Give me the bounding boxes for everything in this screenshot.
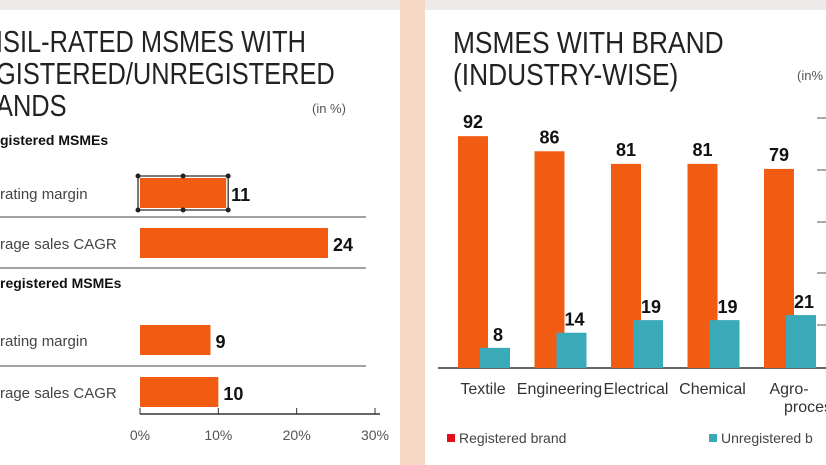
unregistered-bar xyxy=(633,320,663,368)
unregistered-value-label: 14 xyxy=(564,310,584,330)
bar xyxy=(140,228,328,258)
x-tick-label: 10% xyxy=(204,427,232,443)
right-unit-label: (in% xyxy=(797,68,823,83)
bar-label: rage sales CAGR xyxy=(0,385,117,402)
bar xyxy=(140,178,227,208)
bar xyxy=(140,325,211,355)
left-title-line-2: GISTERED/UNREGISTERED xyxy=(0,57,335,92)
left-unit-label: (in %) xyxy=(312,101,346,116)
unregistered-value-label: 19 xyxy=(641,297,661,317)
category-label: Engineering xyxy=(517,381,602,398)
registered-value-label: 81 xyxy=(692,140,712,160)
unregistered-bar xyxy=(786,315,816,368)
legend-swatch-unregistered xyxy=(709,434,717,442)
registered-value-label: 81 xyxy=(616,140,636,160)
unregistered-value-label: 19 xyxy=(717,297,737,317)
left-chart: ISIL-RATED MSMES WITH GISTERED/UNREGISTE… xyxy=(0,25,389,443)
category-label: Chemical xyxy=(679,381,746,398)
right-chart-panel: MSMES WITH BRAND (INDUSTRY-WISE) (in% 92… xyxy=(425,10,826,465)
selection-handle xyxy=(180,207,186,213)
bar-label: rating margin xyxy=(0,186,88,203)
bar-value-label: 10 xyxy=(223,384,243,404)
bar-label: rating margin xyxy=(0,333,88,350)
unregistered-bar xyxy=(709,320,740,368)
category-label: Electrical xyxy=(604,381,669,398)
registered-value-label: 92 xyxy=(463,112,483,132)
left-title-line-3: ANDS xyxy=(0,89,67,124)
category-label: Agro- xyxy=(769,381,808,398)
selection-handle xyxy=(180,173,186,179)
panel-separator xyxy=(400,0,425,465)
unregistered-bar xyxy=(556,332,587,368)
registered-bar xyxy=(458,136,488,368)
bar-value-label: 11 xyxy=(231,185,250,205)
right-title-line-1: MSMES WITH BRAND xyxy=(453,26,724,60)
section-label: gistered MSMEs xyxy=(0,132,108,148)
x-tick-label: 20% xyxy=(283,427,311,443)
right-title-line-2: (INDUSTRY-WISE) xyxy=(453,58,678,92)
selection-handle xyxy=(135,173,141,179)
legend-swatch-registered xyxy=(447,434,455,442)
left-chart-panel: ISIL-RATED MSMES WITH GISTERED/UNREGISTE… xyxy=(0,10,400,465)
registered-value-label: 79 xyxy=(769,145,789,165)
registered-bar xyxy=(534,151,565,368)
category-label-line-2: proces xyxy=(784,399,826,416)
bar-label: rage sales CAGR xyxy=(0,236,117,253)
unregistered-value-label: 8 xyxy=(493,325,503,345)
x-tick-label: 30% xyxy=(361,427,389,443)
selection-handle xyxy=(225,207,231,213)
bar xyxy=(140,377,219,407)
legend-label-unregistered: Unregistered b xyxy=(721,430,813,446)
category-label: Textile xyxy=(460,381,505,398)
registered-value-label: 86 xyxy=(539,127,559,147)
bar-value-label: 9 xyxy=(216,332,226,352)
right-chart: MSMES WITH BRAND (INDUSTRY-WISE) (in% 92… xyxy=(438,26,826,446)
section-label: registered MSMEs xyxy=(0,275,122,291)
bar-value-label: 24 xyxy=(333,235,353,255)
selection-handle xyxy=(225,173,231,179)
selection-handle xyxy=(135,207,141,213)
legend-label-registered: Registered brand xyxy=(459,430,566,446)
x-tick-label: 0% xyxy=(130,427,150,443)
left-title-line-1: ISIL-RATED MSMES WITH xyxy=(0,25,306,60)
unregistered-value-label: 21 xyxy=(794,292,814,312)
unregistered-bar xyxy=(480,347,510,368)
